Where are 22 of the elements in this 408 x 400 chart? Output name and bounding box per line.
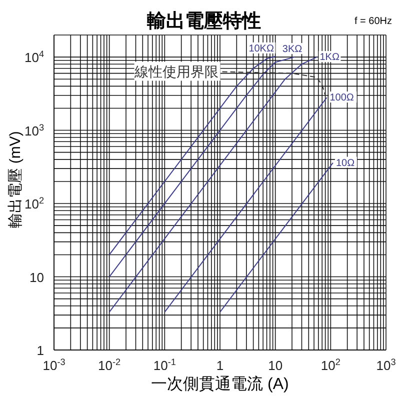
x-tick-label: 10$^{-1}$ bbox=[153, 357, 176, 373]
y-axis-title: 輸出電壓 (mV) bbox=[6, 130, 24, 228]
series-label: 線性使用界限 bbox=[133, 64, 218, 80]
series-label: 1KΩ bbox=[320, 52, 340, 64]
x-tick-label: 10$^{-3}$ bbox=[42, 357, 66, 373]
y-tick-label: 10$^{3}$ bbox=[24, 122, 44, 138]
y-tick-label: 10 bbox=[30, 270, 44, 285]
text: f = 60Hz bbox=[354, 16, 392, 27]
x-tick-label: 10$^{3}$ bbox=[376, 357, 396, 373]
y-tick-label: 10$^{4}$ bbox=[24, 49, 44, 66]
series-label: 100Ω bbox=[330, 92, 354, 104]
series-label: 10Ω bbox=[336, 158, 356, 169]
x-tick-label: 10 bbox=[268, 358, 283, 373]
chart-title: 輸出電壓特性 bbox=[147, 11, 261, 32]
series-label: 10KΩ bbox=[248, 43, 274, 54]
y-tick-label: 10$^{2}$ bbox=[24, 196, 44, 212]
x-axis-title: 一次側貫通電流 (A) bbox=[150, 374, 290, 395]
x-tick-label: 1 bbox=[216, 358, 224, 373]
series-label: 3KΩ bbox=[282, 44, 303, 56]
y-tick-label: 1 bbox=[36, 343, 44, 358]
x-tick-label: 10$^{-2}$ bbox=[98, 357, 121, 373]
x-tick-label: 10$^{2}$ bbox=[320, 357, 340, 373]
